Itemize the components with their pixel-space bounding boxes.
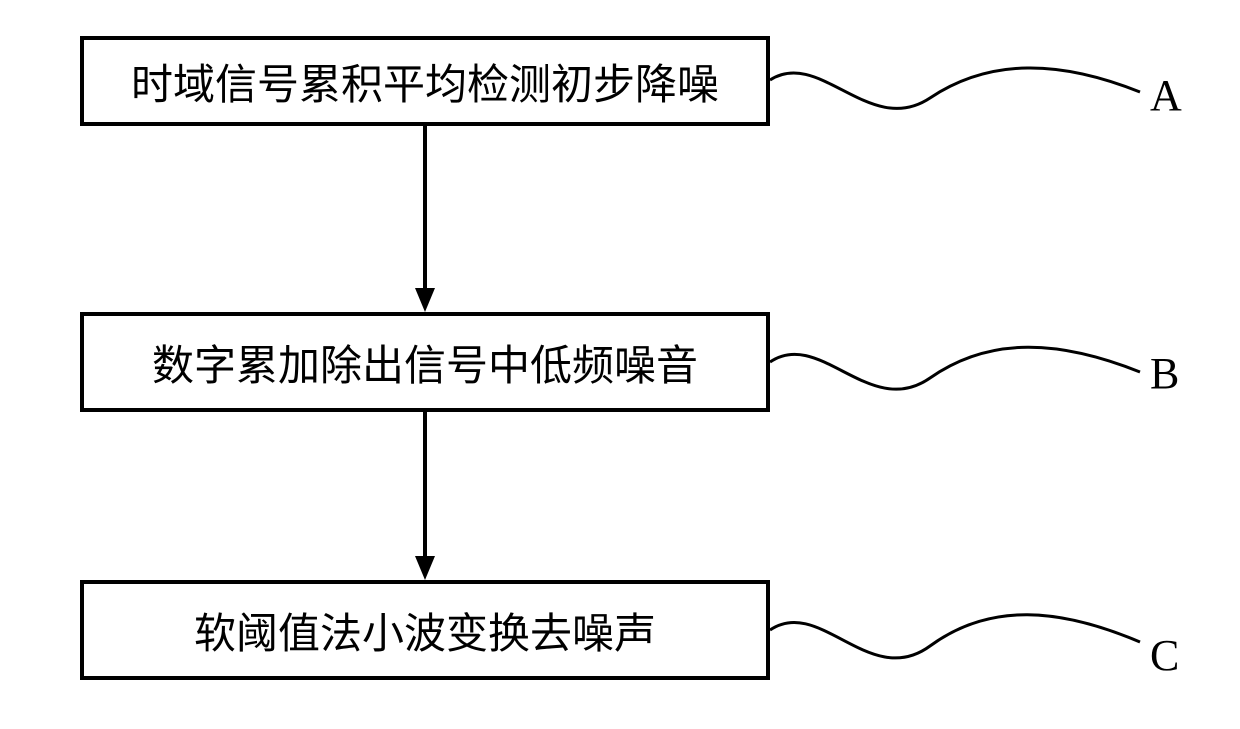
callout-curve-c	[770, 615, 1140, 658]
arrow-head	[415, 288, 435, 312]
diagram-canvas: 时域信号累积平均检测初步降噪 数字累加除出信号中低频噪音 软阈值法小波变换去噪声…	[0, 0, 1240, 729]
callout-label-a: A	[1150, 70, 1182, 121]
callout-curve-b	[770, 347, 1140, 389]
callout-label-c: C	[1150, 630, 1179, 681]
arrow-head	[415, 556, 435, 580]
callout-label-b: B	[1150, 348, 1179, 399]
callout-curve-a	[770, 68, 1140, 108]
arrow-b-to-c	[415, 412, 435, 580]
flow-node-c: 软阈值法小波变换去噪声	[80, 580, 770, 680]
flow-node-b: 数字累加除出信号中低频噪音	[80, 312, 770, 412]
flow-node-a: 时域信号累积平均检测初步降噪	[80, 36, 770, 126]
arrow-a-to-b	[415, 126, 435, 312]
